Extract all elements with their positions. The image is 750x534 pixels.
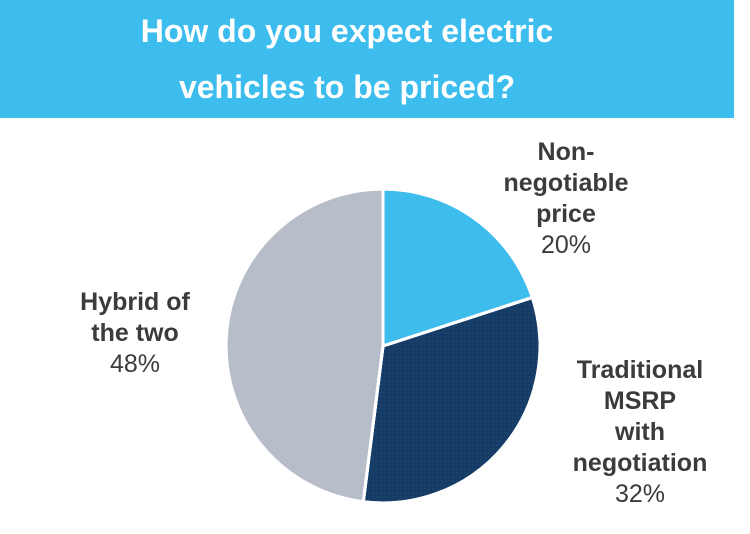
label-traditional-msrp-line-3: with <box>614 418 665 446</box>
label-traditional-msrp-line-2: MSRP <box>604 387 676 415</box>
title-banner: How do you expect electric vehicles to b… <box>0 0 734 118</box>
slice-hybrid-border <box>224 187 385 504</box>
slice-non-negotiable-border <box>381 187 535 349</box>
chart-title: How do you expect electric vehicles to b… <box>141 3 554 115</box>
label-non-negotiable-value: 20% <box>541 231 591 259</box>
label-hybrid: Hybrid of the two 48% <box>80 288 190 378</box>
pie-slices <box>224 187 542 505</box>
label-non-negotiable-line-2: negotiable <box>503 169 628 197</box>
label-traditional-msrp-line-4: negotiation <box>573 449 708 477</box>
label-non-negotiable-line-3: price <box>536 200 596 228</box>
pie-labels: Non-negotiable price 20% Traditional MSRP wit… <box>80 138 707 508</box>
chart-title-line-2: vehicles to be priced? <box>178 69 516 105</box>
slice-hybrid-texture <box>226 189 383 502</box>
chart-title-line-1: How do you expect electric <box>140 13 554 49</box>
label-traditional-msrp-value: 32% <box>615 480 665 508</box>
label-hybrid-line-1: Hybrid of <box>80 288 190 316</box>
label-hybrid-value: 48% <box>110 350 160 378</box>
label-non-negotiable: Non-negotiable price 20% <box>503 138 628 259</box>
label-non-negotiable-line-1: Non- <box>538 138 595 166</box>
label-hybrid-line-2: the two <box>91 319 179 347</box>
slice-traditional-msrp-texture <box>363 297 541 503</box>
slice-traditional-msrp-border <box>361 295 542 505</box>
label-traditional-msrp-line-1: Traditional <box>577 356 703 384</box>
slice-non-negotiable-texture <box>383 189 533 346</box>
label-traditional-msrp: Traditional MSRP with negotiation 32% <box>573 356 708 508</box>
